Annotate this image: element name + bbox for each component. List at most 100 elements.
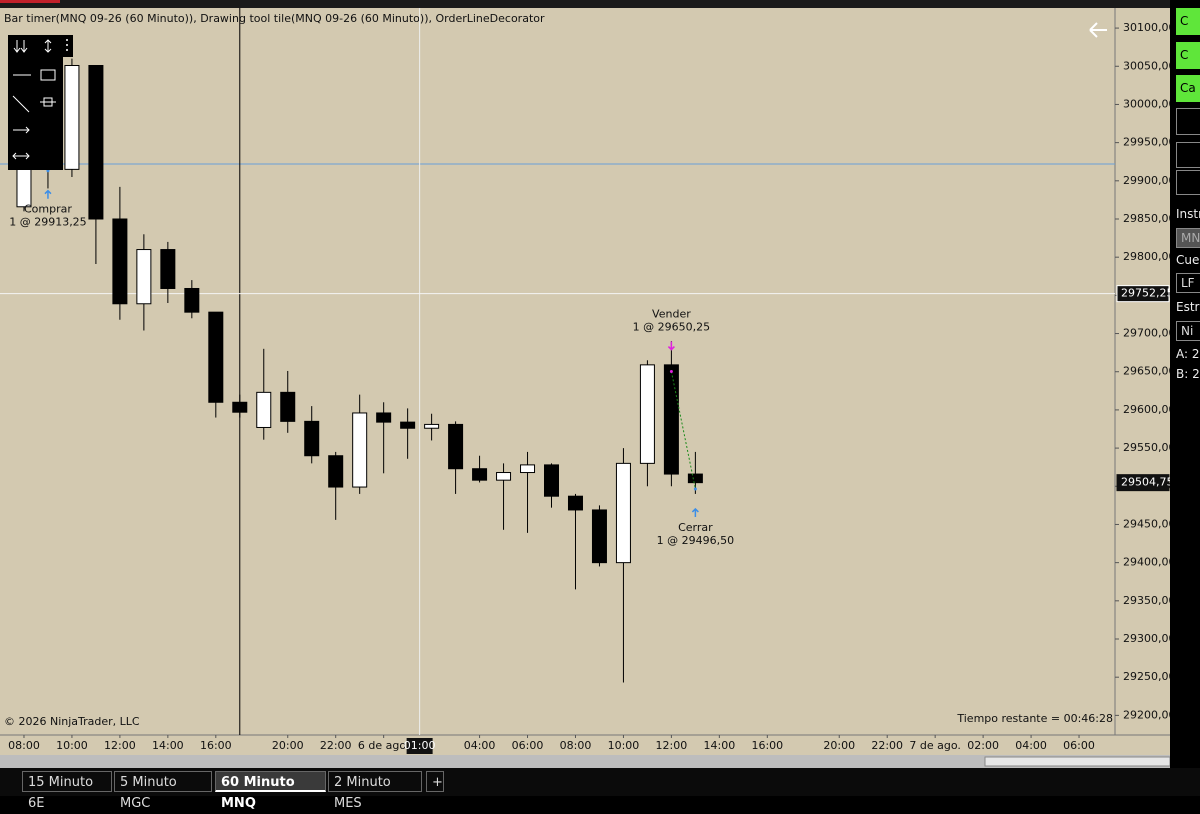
x-tick-label: 20:00 — [823, 739, 855, 752]
y-tick-label: 30100,00 — [1123, 21, 1170, 34]
x-tick-label: 04:00 — [1015, 739, 1047, 752]
fill-dot — [669, 370, 673, 374]
side-dark-button[interactable] — [1176, 108, 1200, 135]
side-button[interactable]: Ca — [1176, 75, 1200, 102]
crosshair-time-label: 01:00 — [404, 739, 436, 752]
top-bar — [0, 0, 1170, 8]
x-tick-label: 7 de ago. — [909, 739, 961, 752]
back-arrow[interactable] — [1089, 22, 1107, 38]
x-tick-label: 10:00 — [608, 739, 640, 752]
instrument-label: Instr — [1176, 207, 1200, 221]
side-dark-button[interactable] — [1176, 170, 1200, 195]
candle-body — [64, 65, 80, 170]
x-tick-label: 6 de ago. — [358, 739, 410, 752]
candle-body — [112, 218, 128, 305]
tool-icon[interactable] — [13, 40, 28, 53]
side-button[interactable]: C — [1176, 8, 1200, 35]
chart: Bar timer(MNQ 09-26 (60 Minuto)), Drawin… — [0, 0, 1170, 768]
candle-body — [328, 455, 344, 488]
tool-icon[interactable] — [44, 39, 52, 53]
account-box[interactable]: LF — [1176, 273, 1200, 293]
order-action: Comprar — [24, 203, 72, 216]
x-tick-label: 14:00 — [704, 739, 736, 752]
tool-icon[interactable] — [12, 95, 30, 113]
y-tick-label: 30000,00 — [1123, 97, 1170, 110]
candle-body — [136, 249, 152, 305]
b-value: B: 2 — [1176, 367, 1200, 381]
y-tick-label: 29450,00 — [1123, 517, 1170, 530]
crosshair-time-box — [406, 738, 433, 754]
y-tick-label: 29900,00 — [1123, 174, 1170, 187]
y-tick-label: 29400,00 — [1123, 556, 1170, 569]
tool-icon[interactable] — [40, 69, 56, 81]
x-tick-label: 04:00 — [464, 739, 496, 752]
y-tick-label: 29300,00 — [1123, 632, 1170, 645]
add-tab[interactable]: + — [426, 771, 444, 792]
order-action: Cerrar — [678, 521, 713, 534]
y-tick-label: 29700,00 — [1123, 327, 1170, 340]
x-tick-label: 22:00 — [871, 739, 903, 752]
candle-body — [376, 412, 392, 423]
account-label: Cuen — [1176, 253, 1200, 267]
tab[interactable]: 2 Minuto MES — [328, 771, 422, 811]
x-tick-label: 16:00 — [200, 739, 232, 752]
dot — [66, 39, 68, 41]
y-tick-label: 29650,00 — [1123, 365, 1170, 378]
candle-body — [208, 311, 224, 403]
x-tick-label: 16:00 — [751, 739, 783, 752]
candle-body — [687, 473, 703, 484]
candle-body — [184, 287, 200, 313]
y-tick-label: 29850,00 — [1123, 212, 1170, 225]
candle-body — [160, 249, 176, 289]
timer: Tiempo restante = 00:46:28 — [956, 712, 1113, 725]
dot — [66, 49, 68, 51]
candle-body — [544, 464, 560, 497]
toolbar-more[interactable] — [62, 35, 73, 57]
side-panel: C C Ca Instr MN Cuen LF Estra Ni A: 2 B:… — [1170, 8, 1200, 768]
candle-body — [256, 391, 272, 428]
drawing-toolbar — [8, 35, 73, 170]
candle-body — [615, 462, 631, 564]
candle-body — [663, 364, 679, 475]
side-dark-button[interactable] — [1176, 142, 1200, 168]
tab-bar: 15 Minuto 6E 5 Minuto MGC 60 Minuto MNQ 2 M… — [0, 768, 1200, 811]
strategy-box[interactable]: Ni — [1176, 321, 1200, 341]
order-action: Vender — [652, 308, 691, 321]
candle-body — [639, 364, 655, 464]
tool-icon[interactable] — [40, 97, 56, 107]
candle-body — [304, 420, 320, 457]
x-tick-label: 08:00 — [560, 739, 592, 752]
y-tick-label: 29250,00 — [1123, 670, 1170, 683]
x-tick-label: 12:00 — [104, 739, 136, 752]
x-tick-label: 20:00 — [272, 739, 304, 752]
candle-body — [496, 472, 512, 481]
scrollbar[interactable] — [0, 755, 1170, 768]
candle-body — [591, 509, 607, 564]
order-arrow — [667, 341, 675, 351]
tab[interactable]: 5 Minuto MGC — [114, 771, 212, 811]
order-text: 1 @ 29650,25 — [633, 321, 710, 334]
candle-body — [280, 391, 296, 422]
tab[interactable]: 15 Minuto 6E — [22, 771, 112, 811]
y-tick-label: 29200,00 — [1123, 708, 1170, 721]
y-tick-label: 29550,00 — [1123, 441, 1170, 454]
tab[interactable]: 60 Minuto MNQ — [215, 771, 326, 811]
candle-body — [567, 495, 583, 511]
y-tick-label: 29350,00 — [1123, 594, 1170, 607]
tool-icon[interactable] — [12, 152, 30, 160]
candle-body — [472, 468, 488, 481]
instrument-box[interactable]: MN — [1176, 228, 1200, 248]
scrollbar-thumb[interactable] — [984, 756, 1170, 767]
dot — [66, 44, 68, 46]
tool-icon[interactable] — [13, 126, 30, 134]
y-tick-label: 30050,00 — [1123, 59, 1170, 72]
order-text: 1 @ 29496,50 — [657, 534, 734, 547]
order-arrow — [44, 189, 52, 199]
fill-dot — [693, 487, 697, 491]
copyright: © 2026 NinjaTrader, LLC — [4, 715, 140, 728]
side-button[interactable]: C — [1176, 42, 1200, 69]
x-tick-label: 06:00 — [512, 739, 544, 752]
candle-body — [520, 464, 536, 474]
